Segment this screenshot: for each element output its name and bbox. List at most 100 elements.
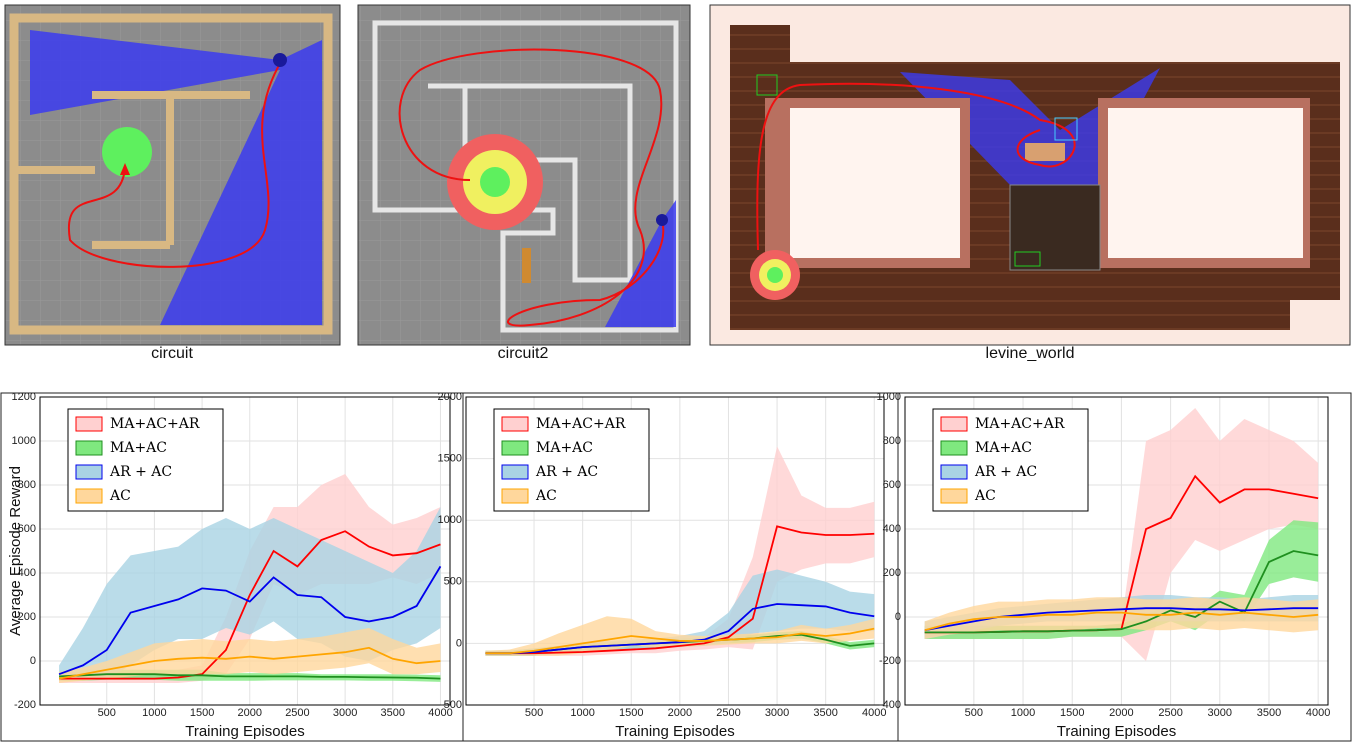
x-tick-label: 2500 bbox=[1158, 707, 1182, 719]
x-tick-label: 3500 bbox=[1257, 707, 1281, 719]
series-line bbox=[59, 673, 441, 680]
y-tick-label: 1200 bbox=[12, 391, 36, 403]
x-tick-label: 1500 bbox=[1060, 707, 1084, 719]
series-line bbox=[485, 627, 875, 655]
x-axis-label: Training Episodes bbox=[185, 723, 305, 740]
plot-layer bbox=[924, 408, 1319, 661]
line-chart: -500 0 500 1000 1500 2000 500 1000 1500 2000 2500 3… bbox=[438, 391, 887, 740]
x-axis-label: Training Episodes bbox=[1057, 723, 1177, 740]
legend-swatch bbox=[501, 464, 529, 480]
legend-swatch bbox=[75, 488, 103, 504]
legend-label: MA+AC+AR bbox=[536, 416, 626, 432]
image-caption: levine_world bbox=[986, 345, 1075, 362]
plot-layer bbox=[58, 474, 442, 683]
circuit-image bbox=[4, 4, 341, 346]
y-tick-label: 1000 bbox=[438, 514, 462, 526]
x-tick-label: 1000 bbox=[570, 707, 594, 719]
legend-label: MA+AC bbox=[975, 440, 1032, 456]
y-tick-label: 800 bbox=[883, 435, 901, 447]
confidence-band bbox=[485, 616, 875, 656]
levine-world-image bbox=[709, 4, 1351, 346]
x-tick-label: 500 bbox=[525, 707, 543, 719]
x-tick-label: 4000 bbox=[1306, 707, 1330, 719]
x-tick-label: 2000 bbox=[1109, 707, 1133, 719]
y-tick-label: 800 bbox=[18, 479, 36, 491]
legend-swatch bbox=[501, 488, 529, 504]
x-tick-label: 3000 bbox=[765, 707, 789, 719]
x-tick-label: 2000 bbox=[668, 707, 692, 719]
x-tick-label: 2500 bbox=[716, 707, 740, 719]
x-tick-label: 500 bbox=[965, 707, 983, 719]
confidence-band bbox=[924, 408, 1319, 661]
legend-swatch bbox=[75, 464, 103, 480]
line-chart: -400 -200 0 200 400 600 800 1000 500 1000 1500 2000… bbox=[877, 391, 1331, 740]
confidence-band bbox=[924, 597, 1319, 639]
axes-frame bbox=[465, 396, 885, 706]
x-tick-label: 3000 bbox=[333, 707, 357, 719]
x-tick-label: 1500 bbox=[619, 707, 643, 719]
y-tick-label: 400 bbox=[18, 567, 36, 579]
legend-label: AC bbox=[974, 488, 996, 504]
y-tick-label: -200 bbox=[14, 699, 36, 711]
series-line bbox=[485, 525, 875, 655]
y-axis-label: Average Episode Reward bbox=[7, 466, 24, 636]
y-tick-label: -400 bbox=[879, 699, 901, 711]
x-tick-label: 3500 bbox=[813, 707, 837, 719]
x-tick-label: 500 bbox=[98, 707, 116, 719]
x-tick-label: 4000 bbox=[428, 707, 452, 719]
y-tick-label: 0 bbox=[895, 611, 901, 623]
legend-label: MA+AC bbox=[110, 440, 167, 456]
x-tick-label: 1000 bbox=[1011, 707, 1035, 719]
y-tick-label: -500 bbox=[440, 699, 462, 711]
y-tick-label: 0 bbox=[456, 637, 462, 649]
x-tick-label: 1000 bbox=[142, 707, 166, 719]
x-tick-label: 3000 bbox=[1208, 707, 1232, 719]
legend-swatch bbox=[75, 416, 103, 432]
confidence-band bbox=[485, 569, 875, 656]
x-tick-label: 1500 bbox=[190, 707, 214, 719]
y-tick-label: 500 bbox=[444, 576, 462, 588]
confidence-band bbox=[59, 628, 441, 683]
legend-label: MA+AC+AR bbox=[110, 416, 200, 432]
legend-label: AR + AC bbox=[974, 464, 1037, 480]
panel-frame bbox=[0, 392, 1352, 742]
y-tick-label: 600 bbox=[883, 479, 901, 491]
x-tick-label: 4000 bbox=[862, 707, 886, 719]
legend-swatch bbox=[940, 440, 968, 456]
y-tick-label: 400 bbox=[883, 523, 901, 535]
axes-frame bbox=[904, 396, 1329, 706]
legend-swatch bbox=[501, 416, 529, 432]
series-line bbox=[924, 611, 1319, 632]
legend-label: MA+AC bbox=[536, 440, 593, 456]
legend-swatch bbox=[75, 440, 103, 456]
legend-swatch bbox=[940, 416, 968, 432]
y-tick-label: 600 bbox=[18, 523, 36, 535]
series-line bbox=[58, 646, 441, 680]
axes-frame bbox=[39, 396, 451, 706]
y-tick-label: 200 bbox=[883, 567, 901, 579]
confidence-band bbox=[485, 446, 875, 656]
y-tick-label: 0 bbox=[30, 655, 36, 667]
y-tick-label: 1500 bbox=[438, 453, 462, 465]
x-tick-label: 3500 bbox=[381, 707, 405, 719]
series-line bbox=[924, 550, 1319, 634]
y-tick-label: -200 bbox=[879, 655, 901, 667]
y-tick-label: 1000 bbox=[877, 391, 901, 403]
series-line bbox=[59, 530, 441, 680]
legend-label: MA+AC+AR bbox=[975, 416, 1065, 432]
line-chart: -200 0 200 400 600 800 1000 1200 500 1000 1500 2000… bbox=[7, 391, 453, 740]
legend-swatch bbox=[940, 488, 968, 504]
x-axis-label: Training Episodes bbox=[615, 723, 735, 740]
series-line bbox=[485, 603, 875, 655]
legend-swatch bbox=[501, 440, 529, 456]
legend-label: AR + AC bbox=[535, 464, 598, 480]
y-tick-label: 2000 bbox=[438, 391, 462, 403]
image-caption: circuit bbox=[151, 345, 193, 362]
y-tick-label: 1000 bbox=[12, 435, 36, 447]
series-line bbox=[58, 565, 442, 676]
legend-swatch bbox=[940, 464, 968, 480]
legend-label: AR + AC bbox=[109, 464, 172, 480]
legend-label: AC bbox=[535, 488, 557, 504]
